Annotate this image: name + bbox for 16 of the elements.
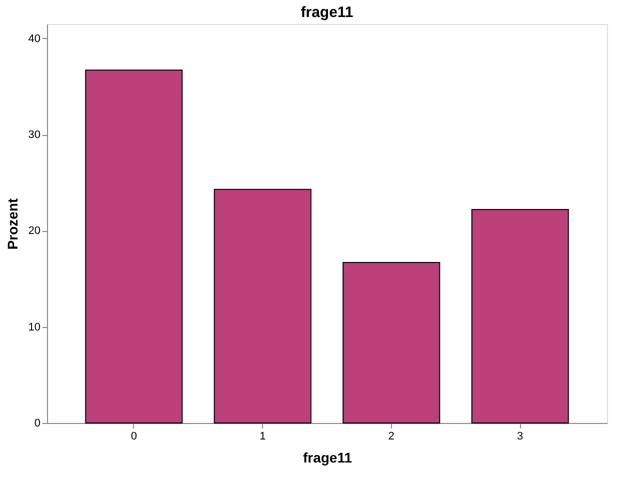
bar	[85, 70, 183, 424]
chart-title: frage11	[300, 4, 354, 21]
x-tick-label: 1	[260, 430, 266, 442]
x-axis-title: frage11	[302, 450, 352, 466]
y-tick-label: 30	[28, 129, 40, 142]
x-tick-label: 3	[517, 430, 524, 442]
y-tick-label: 40	[28, 32, 40, 45]
x-tick-label: 2	[388, 430, 394, 442]
y-tick-label: 20	[28, 225, 40, 238]
bar	[471, 209, 569, 424]
y-tick-label: 0	[34, 418, 40, 430]
bar	[342, 262, 440, 424]
y-tick-label: 10	[28, 321, 40, 334]
x-tick-label: 0	[130, 430, 137, 442]
y-axis-title: Prozent	[4, 198, 20, 250]
bar	[214, 188, 312, 424]
